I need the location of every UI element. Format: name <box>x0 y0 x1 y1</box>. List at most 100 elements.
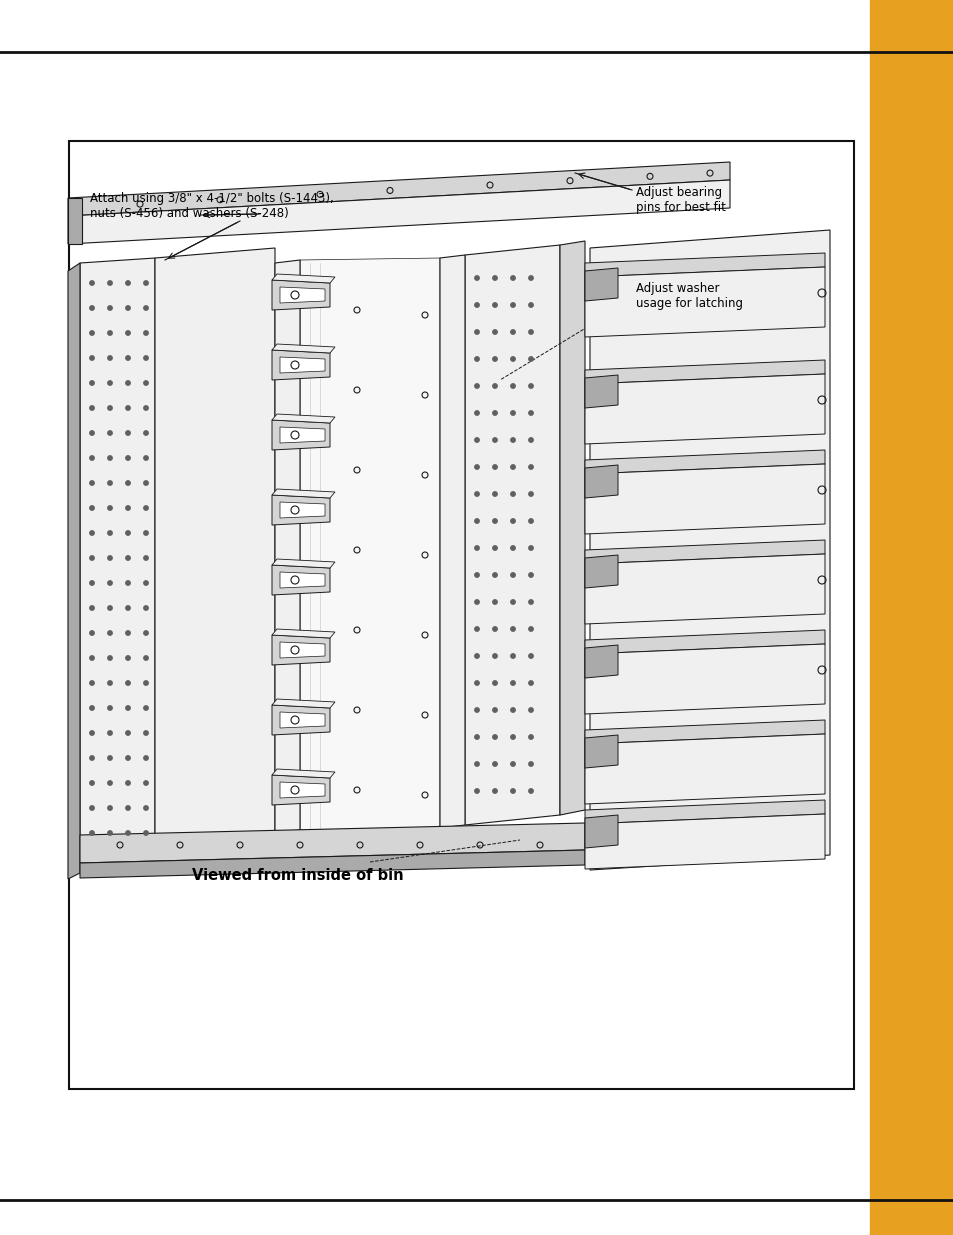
Circle shape <box>126 631 130 635</box>
Circle shape <box>528 600 533 604</box>
Polygon shape <box>584 734 824 804</box>
Circle shape <box>90 456 94 461</box>
Polygon shape <box>584 267 824 337</box>
Circle shape <box>144 506 148 510</box>
Circle shape <box>144 831 148 835</box>
Circle shape <box>108 580 112 585</box>
Circle shape <box>475 357 478 361</box>
Polygon shape <box>272 769 335 778</box>
Circle shape <box>90 656 94 661</box>
Circle shape <box>108 781 112 785</box>
Circle shape <box>108 680 112 685</box>
Circle shape <box>90 531 94 535</box>
Circle shape <box>528 546 533 551</box>
Circle shape <box>126 781 130 785</box>
Circle shape <box>510 546 515 551</box>
Circle shape <box>528 303 533 308</box>
Circle shape <box>144 606 148 610</box>
Circle shape <box>108 606 112 610</box>
Circle shape <box>493 437 497 442</box>
Circle shape <box>475 384 478 388</box>
Circle shape <box>90 831 94 835</box>
Circle shape <box>475 708 478 713</box>
Circle shape <box>90 580 94 585</box>
Polygon shape <box>584 374 824 445</box>
Circle shape <box>528 789 533 793</box>
Circle shape <box>90 356 94 361</box>
Polygon shape <box>272 776 330 805</box>
Polygon shape <box>272 280 330 310</box>
Circle shape <box>510 789 515 793</box>
Circle shape <box>144 431 148 435</box>
Circle shape <box>144 531 148 535</box>
Circle shape <box>528 519 533 524</box>
Circle shape <box>493 600 497 604</box>
Circle shape <box>510 573 515 577</box>
Circle shape <box>510 762 515 766</box>
Circle shape <box>510 411 515 415</box>
Circle shape <box>90 280 94 285</box>
Circle shape <box>528 627 533 631</box>
Circle shape <box>493 303 497 308</box>
Circle shape <box>144 781 148 785</box>
Circle shape <box>475 627 478 631</box>
Circle shape <box>144 805 148 810</box>
Polygon shape <box>68 263 80 879</box>
Circle shape <box>475 519 478 524</box>
Polygon shape <box>68 162 729 216</box>
Circle shape <box>510 519 515 524</box>
Polygon shape <box>584 815 618 848</box>
Polygon shape <box>584 253 824 277</box>
Polygon shape <box>272 495 330 525</box>
Circle shape <box>90 781 94 785</box>
Circle shape <box>144 580 148 585</box>
Circle shape <box>90 756 94 761</box>
Circle shape <box>493 627 497 631</box>
Circle shape <box>475 680 478 685</box>
Polygon shape <box>584 800 824 824</box>
Polygon shape <box>280 427 325 443</box>
Polygon shape <box>280 287 325 303</box>
Text: Viewed from inside of bin: Viewed from inside of bin <box>192 868 403 883</box>
Circle shape <box>108 631 112 635</box>
Circle shape <box>90 380 94 385</box>
Circle shape <box>126 480 130 485</box>
Polygon shape <box>272 414 335 424</box>
Circle shape <box>493 735 497 740</box>
Circle shape <box>493 384 497 388</box>
Circle shape <box>493 464 497 469</box>
Polygon shape <box>272 705 330 735</box>
Circle shape <box>475 303 478 308</box>
Circle shape <box>510 275 515 280</box>
Polygon shape <box>584 540 824 564</box>
Circle shape <box>144 756 148 761</box>
Circle shape <box>510 600 515 604</box>
Circle shape <box>126 280 130 285</box>
Polygon shape <box>280 357 325 373</box>
Circle shape <box>528 762 533 766</box>
Circle shape <box>108 705 112 710</box>
Polygon shape <box>272 345 335 353</box>
Circle shape <box>144 631 148 635</box>
Circle shape <box>493 708 497 713</box>
Circle shape <box>144 556 148 561</box>
Circle shape <box>493 789 497 793</box>
Circle shape <box>126 356 130 361</box>
Polygon shape <box>280 572 325 588</box>
Circle shape <box>510 330 515 335</box>
Circle shape <box>108 556 112 561</box>
Circle shape <box>126 705 130 710</box>
Polygon shape <box>584 630 824 655</box>
Circle shape <box>108 756 112 761</box>
Circle shape <box>528 357 533 361</box>
Polygon shape <box>584 814 824 869</box>
Circle shape <box>528 573 533 577</box>
Circle shape <box>528 384 533 388</box>
Circle shape <box>475 411 478 415</box>
Circle shape <box>144 306 148 310</box>
Circle shape <box>126 756 130 761</box>
Polygon shape <box>280 501 325 517</box>
Circle shape <box>90 556 94 561</box>
Circle shape <box>126 456 130 461</box>
Circle shape <box>510 303 515 308</box>
